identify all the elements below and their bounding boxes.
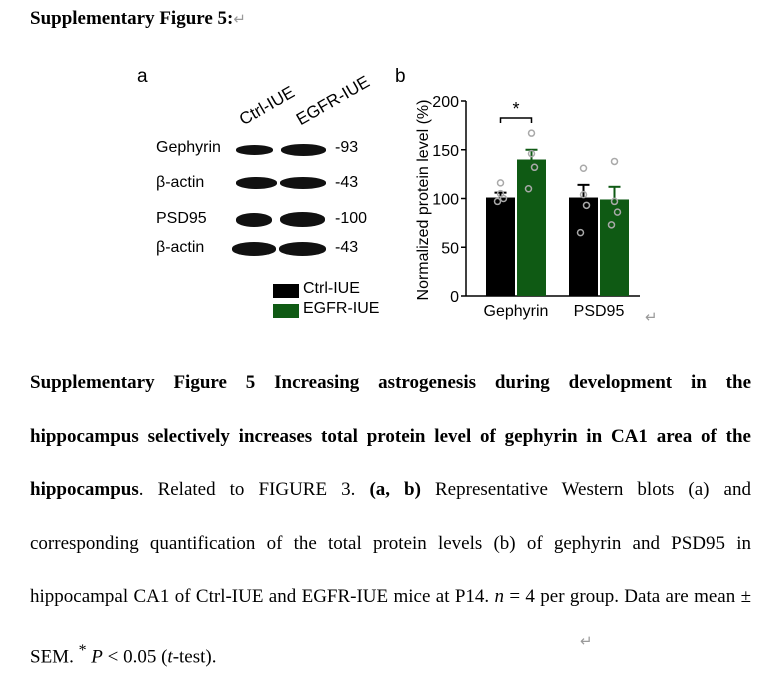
data-point (524, 185, 533, 193)
data-point (527, 129, 536, 137)
legend-swatch-egfr (273, 304, 299, 318)
caption-text-4: < 0.05 ( (102, 645, 168, 667)
caption-p: P (86, 645, 103, 667)
caption-panel-ref-close: ) (414, 479, 421, 500)
x-tick-label: Gephyrin (484, 303, 549, 320)
y-axis-label: Normalized protein level (%) (415, 100, 432, 301)
y-tick-label: 0 (450, 289, 459, 306)
data-point (607, 221, 616, 229)
caption-text-2: Representative Western blots (a) and cor… (30, 479, 751, 607)
mw-label-psd95: -100 (335, 210, 368, 227)
data-point (579, 190, 588, 199)
y-tick-label: 150 (432, 143, 459, 160)
data-point (610, 197, 619, 206)
caption-panel-ref: (a, b (369, 479, 415, 500)
band-actin2-ctrl (232, 242, 276, 256)
data-point (527, 149, 536, 158)
legend-label-ctrl: Ctrl-IUE (303, 280, 360, 297)
data-point (579, 164, 588, 173)
data-point (496, 189, 505, 198)
caption-n: n (494, 586, 505, 607)
band-actin1-egfr (280, 177, 326, 189)
significance-bracket (499, 117, 533, 123)
significance-star: * (512, 99, 519, 119)
blot-label-actin-1: β-actin (156, 174, 205, 191)
return-mark-icon: ↵ (233, 10, 246, 28)
band-actin1-ctrl (236, 177, 277, 189)
x-tick-label: PSD95 (574, 303, 625, 320)
mw-label-actin-1: -43 (335, 174, 359, 191)
blot-label-actin-2: β-actin (156, 239, 205, 256)
band-actin2-egfr (279, 242, 326, 256)
y-tick-label: 50 (441, 240, 459, 257)
figure-heading: Supplementary Figure 5:↵ (30, 8, 246, 30)
return-mark-icon: ↵ (645, 308, 658, 326)
y-tick-label: 100 (432, 192, 459, 209)
legend-label-egfr: EGFR-IUE (303, 300, 380, 317)
band-gephyrin-ctrl (236, 145, 273, 155)
mw-label-actin-2: -43 (335, 239, 359, 256)
panel-b-label: b (395, 66, 406, 87)
caption-title: Supplementary Figure 5 Increasing astrog… (30, 372, 751, 500)
bar-gephyrin-egfr-iue (517, 159, 546, 296)
band-gephyrin-egfr (281, 144, 326, 156)
data-point (530, 163, 539, 172)
caption-text-5: -test). (172, 645, 217, 667)
caption-star: * (78, 641, 87, 659)
blot-label-psd95: PSD95 (156, 210, 207, 227)
blot-label-gephyrin: Gephyrin (156, 139, 221, 156)
data-point (576, 228, 585, 237)
data-point (582, 201, 591, 210)
figure-caption: Supplementary Figure 5 Increasing astrog… (30, 356, 751, 683)
data-point (493, 197, 502, 206)
legend-swatch-ctrl (273, 284, 299, 298)
figure-heading-text: Supplementary Figure 5: (30, 8, 234, 29)
data-point (496, 179, 505, 187)
bar-psd95-ctrl-iue (569, 197, 598, 296)
bar-psd95-egfr-iue (600, 199, 629, 296)
caption-text-1: . Related to FIGURE 3. (138, 479, 370, 500)
caption-t: t (167, 645, 173, 667)
band-psd95-egfr (280, 212, 325, 227)
band-psd95-ctrl (236, 213, 272, 227)
mw-label-gephyrin: -93 (335, 139, 359, 156)
return-mark-icon: ↵ (580, 632, 593, 650)
y-tick-label: 200 (432, 94, 459, 111)
panel-a-label: a (137, 66, 148, 87)
data-point (613, 208, 622, 216)
data-point (610, 157, 619, 166)
bar-gephyrin-ctrl-iue (486, 197, 515, 296)
